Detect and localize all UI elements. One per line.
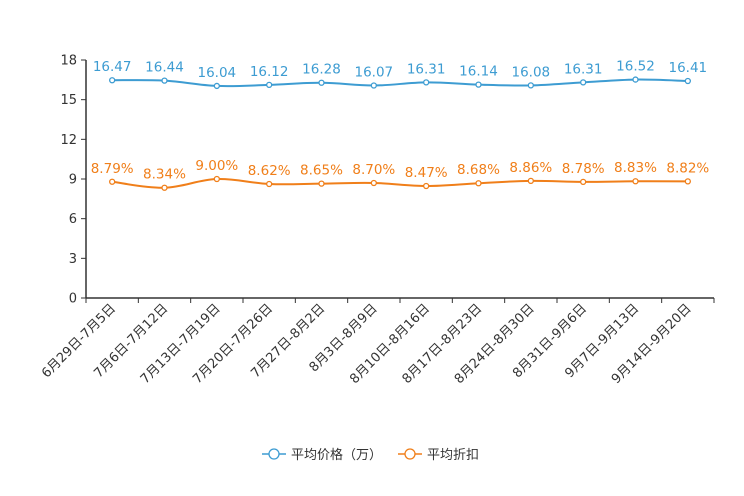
data-label: 8.34%	[143, 167, 186, 183]
data-label: 16.41	[669, 60, 708, 76]
legend-label-1: 平均价格（万）	[291, 447, 382, 463]
data-label: 8.65%	[300, 163, 343, 179]
data-label: 16.14	[459, 64, 498, 80]
data-label: 8.82%	[666, 160, 709, 176]
data-point	[266, 180, 273, 188]
data-label: 16.52	[616, 59, 655, 75]
data-point	[109, 77, 116, 84]
data-point	[370, 179, 377, 187]
y-tick-label: 18	[60, 54, 77, 69]
data-point	[580, 79, 587, 86]
data-label: 8.78%	[562, 161, 605, 177]
y-tick-label: 0	[69, 292, 77, 307]
data-point	[161, 77, 168, 84]
data-point	[423, 79, 430, 86]
y-tick-label: 9	[69, 173, 77, 188]
data-label: 16.31	[564, 61, 603, 77]
data-label: 8.70%	[352, 162, 395, 178]
data-point	[318, 79, 325, 86]
data-point	[213, 82, 220, 90]
y-tick-label: 6	[69, 212, 77, 227]
legend-label-2: 平均折扣	[427, 448, 479, 463]
data-point	[370, 82, 377, 89]
series-line-2	[112, 177, 688, 189]
data-label: 16.47	[93, 59, 132, 75]
data-point	[632, 178, 639, 185]
data-point	[423, 182, 430, 190]
data-label: 9.00%	[195, 158, 238, 174]
data-label: 8.83%	[614, 160, 657, 176]
data-point	[632, 76, 639, 83]
y-tick-label: 3	[69, 252, 77, 267]
data-label: 8.79%	[91, 161, 134, 177]
data-label: 8.62%	[248, 163, 291, 179]
data-point	[266, 81, 273, 89]
data-point	[580, 178, 587, 186]
series-line-1	[112, 78, 688, 88]
data-label: 16.28	[302, 62, 341, 78]
data-label: 16.12	[250, 64, 289, 80]
data-label: 16.04	[198, 65, 237, 81]
data-label: 16.31	[407, 61, 446, 77]
data-point	[109, 178, 116, 185]
data-point	[475, 81, 482, 88]
data-point	[527, 177, 534, 185]
data-point	[684, 77, 691, 85]
data-label: 16.44	[145, 60, 184, 76]
data-label: 8.47%	[405, 165, 448, 181]
data-point	[527, 82, 534, 89]
y-tick-label: 15	[60, 93, 77, 108]
y-tick-label: 12	[60, 133, 77, 148]
data-label: 8.68%	[457, 162, 500, 178]
data-label: 8.86%	[509, 160, 552, 176]
data-point	[684, 178, 691, 185]
legend-marker-1	[268, 448, 280, 460]
data-point	[213, 175, 220, 183]
data-label: 16.08	[512, 64, 551, 80]
legend-marker-2	[404, 448, 416, 460]
data-point	[161, 184, 168, 191]
data-label: 16.07	[355, 65, 394, 81]
data-point	[475, 180, 482, 187]
data-point	[318, 180, 325, 187]
